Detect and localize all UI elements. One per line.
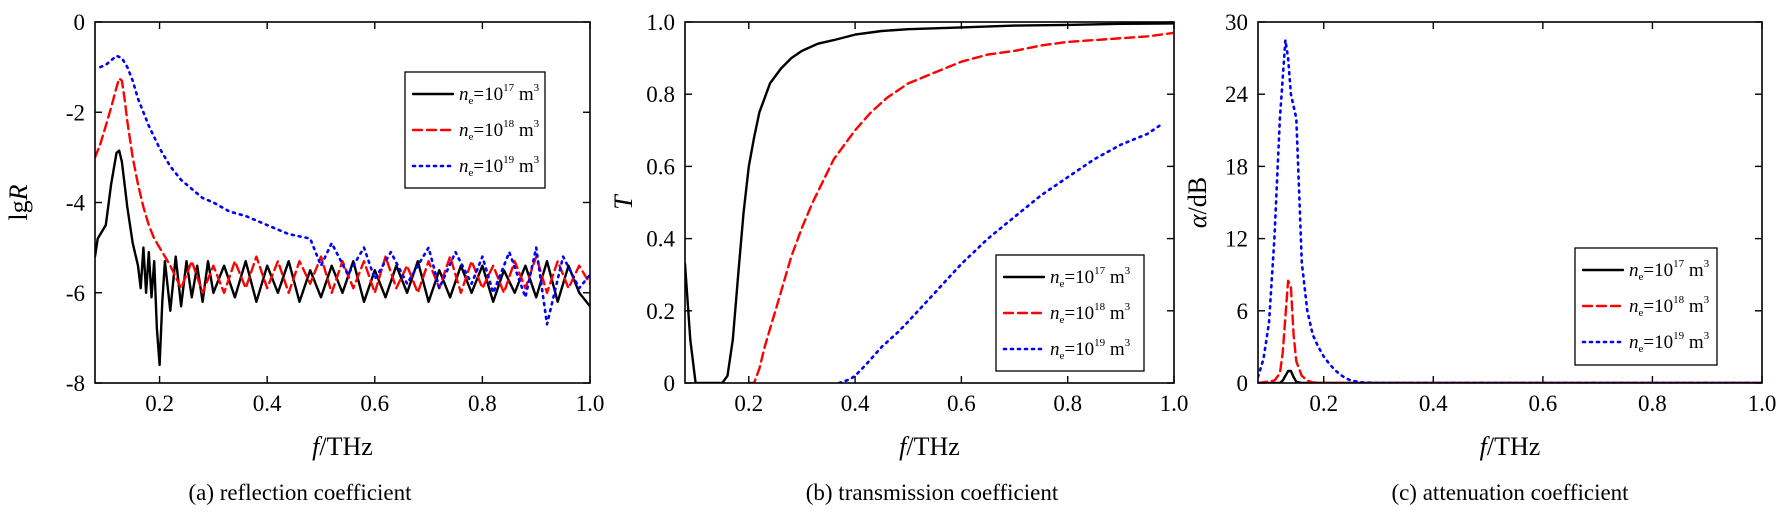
series-line-2 — [747, 31, 1174, 383]
y-axis-label-var: T — [609, 194, 638, 210]
y-tick-label: 0 — [74, 10, 86, 35]
x-tick-label: 0.4 — [253, 391, 282, 416]
series-line-1 — [685, 22, 1174, 383]
legend-label-2: ne=1018 m3 — [1050, 301, 1131, 326]
axes-frame — [1257, 21, 1763, 384]
y-axis-label: T — [609, 194, 638, 210]
y-tick-label: 6 — [1237, 299, 1249, 324]
y-tick-label: -4 — [66, 191, 86, 216]
legend-label-3: ne=1019 m3 — [459, 154, 540, 179]
legend: ne=1017 m3 ne=1018 m3 ne=1019 m3 — [1574, 247, 1718, 366]
series-line-2 — [95, 77, 590, 294]
x-tick-label: 0.8 — [1053, 391, 1082, 416]
y-axis-label: α/dB — [1183, 177, 1212, 228]
panel-caption: (c) attenuation coefficient — [1391, 480, 1629, 505]
x-tick-label: 0.2 — [145, 391, 174, 416]
legend-label-2: ne=1018 m3 — [1629, 294, 1710, 319]
y-tick-label: 0.2 — [646, 299, 675, 324]
y-tick-label: 0.6 — [646, 154, 675, 179]
series-line-2 — [1258, 279, 1762, 383]
y-tick-label: 0.8 — [646, 82, 675, 107]
y-axis-label-var: α — [1183, 213, 1212, 228]
legend-label-2: ne=1018 m3 — [459, 118, 540, 143]
x-tick-label: 0.2 — [1309, 391, 1338, 416]
x-axis-label: f/THz — [312, 432, 373, 461]
y-axis-label-var: R — [4, 184, 33, 201]
panel-caption: (b) transmission coefficient — [806, 480, 1059, 505]
x-axis-label-unit: /THz — [906, 432, 959, 461]
y-tick-label: 24 — [1225, 82, 1249, 107]
legend-label-1: ne=1017 m3 — [1629, 258, 1710, 283]
y-tick-label: 0.4 — [646, 227, 675, 252]
series-line-1 — [1258, 369, 1762, 383]
x-axis-label-var: f — [312, 432, 323, 461]
x-tick-label: 0.4 — [1419, 391, 1448, 416]
x-tick-label: 1.0 — [1160, 391, 1189, 416]
x-tick-label: 1.0 — [576, 391, 605, 416]
y-tick-label: 12 — [1225, 227, 1248, 252]
x-tick-label: 0.8 — [1638, 391, 1667, 416]
x-axis-label: f/THz — [899, 432, 960, 461]
legend-label-1: ne=1017 m3 — [1050, 265, 1131, 290]
plot-area — [685, 22, 1174, 383]
panel-b: 0.2 0.4 0.6 0.8 1.0 0 0.2 0.4 0.6 0.8 1.0 f/THz T (b)… — [609, 10, 1188, 505]
legend-label-3: ne=1019 m3 — [1629, 330, 1710, 355]
legend: ne=1017 m3 ne=1018 m3 ne=1019 m3 — [995, 254, 1145, 372]
legend-label-1: ne=1017 m3 — [459, 82, 540, 107]
x-tick-label: 1.0 — [1748, 391, 1777, 416]
x-axis-label-var: f — [899, 432, 910, 461]
x-axis-label-unit: /THz — [1487, 432, 1540, 461]
axes-frame — [684, 21, 1175, 384]
panel-a: 0.2 0.4 0.6 0.8 1.0 -8 -6 -4 -2 0 f/THz lgR (a) refl… — [4, 10, 604, 505]
y-tick-label: -8 — [66, 371, 85, 396]
panel-c: 0.2 0.4 0.6 0.8 1.0 0 6 12 18 24 30 f/THz α/dB (c) at… — [1183, 10, 1776, 505]
x-axis-label-var: f — [1480, 432, 1491, 461]
legend: ne=1017 m3 ne=1018 m3 ne=1019 m3 — [404, 71, 546, 189]
x-axis-label: f/THz — [1480, 432, 1541, 461]
x-tick-label: 0.2 — [734, 391, 763, 416]
y-tick-label: 30 — [1225, 10, 1248, 35]
x-tick-label: 0.8 — [468, 391, 497, 416]
panel-caption: (a) reflection coefficient — [188, 480, 412, 505]
legend-label-3: ne=1019 m3 — [1050, 337, 1131, 362]
y-tick-label: 0 — [1237, 371, 1249, 396]
x-axis-label-unit: /THz — [319, 432, 372, 461]
series-line-1 — [95, 149, 590, 367]
y-axis-label-prefix: lg — [4, 200, 33, 220]
x-tick-label: 0.4 — [841, 391, 870, 416]
y-axis-label-unit: /dB — [1183, 177, 1212, 215]
series-line-3 — [837, 121, 1165, 383]
x-tick-label: 0.6 — [1528, 391, 1557, 416]
y-tick-label: -6 — [66, 281, 85, 306]
y-tick-label: 18 — [1225, 154, 1248, 179]
y-tick-label: 1.0 — [646, 10, 675, 35]
y-axis-label: lgR — [4, 184, 33, 220]
x-tick-label: 0.6 — [947, 391, 976, 416]
y-tick-label: 0 — [664, 371, 676, 396]
y-tick-label: -2 — [66, 100, 85, 125]
x-tick-label: 0.6 — [360, 391, 389, 416]
plot-area — [95, 54, 590, 367]
